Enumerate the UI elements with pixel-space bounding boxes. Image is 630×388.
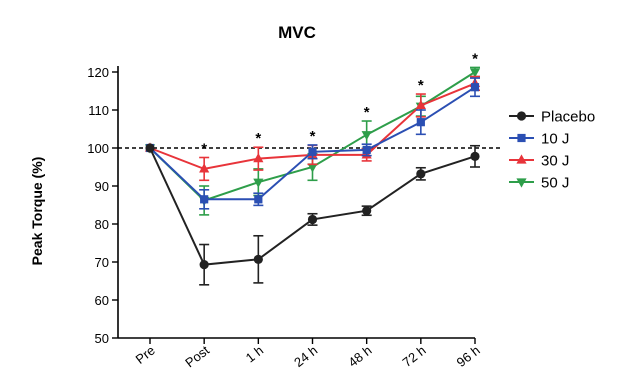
y-axis-label: Peak Torque (%) <box>29 157 45 266</box>
significance-asterisk: * <box>364 104 370 121</box>
x-tick-label: 72 h <box>399 343 428 370</box>
significance-asterisk: * <box>255 130 261 147</box>
x-tick-label: 1 h <box>243 343 266 366</box>
significance-asterisk: * <box>418 77 424 94</box>
legend-marker <box>516 111 527 121</box>
x-tick-label: 48 h <box>345 343 374 370</box>
legend: Placebo 10 J 30 J 50 J <box>509 109 595 192</box>
data-point <box>469 68 481 78</box>
data-point <box>415 99 426 110</box>
y-tick-label: 120 <box>87 65 109 80</box>
data-point <box>199 163 210 173</box>
data-point <box>200 195 209 204</box>
series-placebo <box>145 143 480 286</box>
data-point <box>253 178 264 188</box>
legend-marker <box>516 178 527 188</box>
significance-asterisk: * <box>310 128 316 145</box>
x-tick-label: 96 h <box>454 343 483 370</box>
data-point <box>362 145 371 154</box>
series-10-j <box>145 77 480 210</box>
significance-asterisk: * <box>472 50 478 67</box>
data-point <box>416 118 425 127</box>
significance-asterisk: * <box>201 141 207 158</box>
y-tick-label: 50 <box>95 331 109 346</box>
legend-marker <box>517 133 526 143</box>
data-point <box>254 195 263 204</box>
data-point <box>199 260 209 270</box>
y-tick-label: 90 <box>95 179 109 194</box>
data-point <box>307 163 318 173</box>
y-tick-label: 80 <box>95 217 109 232</box>
x-tick-label: 24 h <box>291 343 320 370</box>
y-tick-label: 100 <box>87 141 109 156</box>
y-tick-label: 110 <box>88 103 109 118</box>
data-point <box>362 206 372 216</box>
data-point <box>470 83 480 92</box>
x-tick-label: Post <box>182 342 212 370</box>
data-point <box>253 254 263 264</box>
data-point <box>361 131 372 141</box>
data-point <box>470 151 480 161</box>
data-point <box>308 147 317 156</box>
chart-title: MVC <box>278 23 316 42</box>
legend-label: 10 J <box>541 131 569 148</box>
data-point <box>416 169 426 179</box>
x-tick-label: Pre <box>133 343 158 367</box>
legend-label: Placebo <box>541 109 595 126</box>
data-point <box>253 153 264 163</box>
data-point <box>307 214 318 225</box>
y-tick-label: 60 <box>95 293 109 308</box>
y-tick-label: 70 <box>95 255 109 270</box>
legend-label: 30 J <box>541 153 569 170</box>
legend-marker <box>516 154 527 164</box>
legend-label: 50 J <box>541 175 569 192</box>
data-point <box>145 143 155 153</box>
